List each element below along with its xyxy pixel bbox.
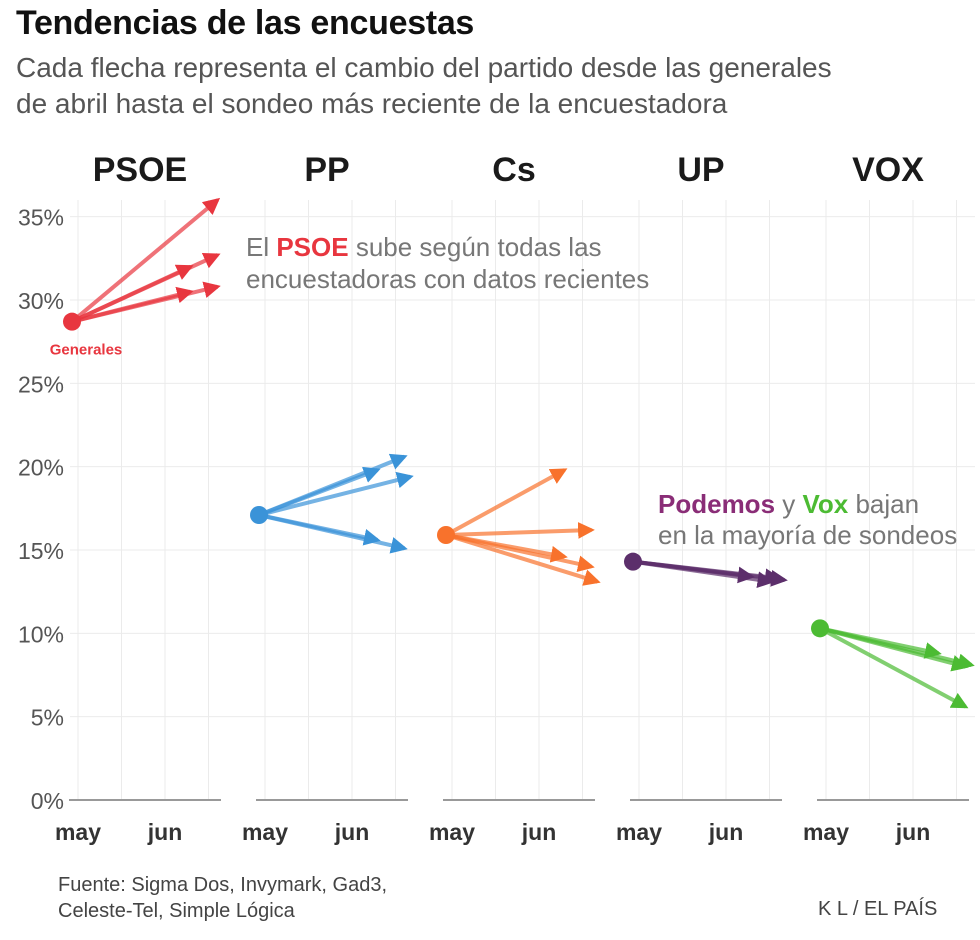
y-tick-label: 0%	[31, 788, 64, 814]
start-label: Generales	[50, 342, 123, 359]
x-tick-label: jun	[147, 819, 183, 845]
poll-arrow	[819, 626, 969, 672]
poll-arrow	[70, 197, 221, 324]
x-tick-label: may	[242, 819, 288, 845]
panel-psoe: PSOE may jun Generales	[50, 151, 221, 845]
annotation-psoe-line-1: El PSOE sube según todas las	[246, 232, 602, 262]
panel-title: Cs	[492, 151, 535, 189]
poll-arrow	[258, 471, 414, 517]
x-tick-label: may	[803, 819, 849, 845]
y-tick-label: 25%	[18, 371, 64, 397]
chart-title: Tendencias de las encuestas	[16, 4, 475, 42]
x-tick-label: may	[55, 819, 101, 845]
election-start-dot	[437, 526, 455, 544]
panel-cs: Cs may jun	[429, 151, 601, 845]
annotation-upvox-line-2: en la mayoría de sondeos	[658, 520, 957, 550]
x-tick-label: jun	[708, 819, 744, 845]
poll-arrow	[445, 533, 601, 586]
y-tick-label: 35%	[18, 205, 64, 231]
annotation-psoe-line-2: encuestadoras con datos recientes	[246, 264, 649, 294]
annotation-text: bajan	[848, 489, 919, 519]
poll-arrow	[445, 468, 568, 537]
source-note: Fuente: Sigma Dos, Invymark, Gad3, Celes…	[58, 872, 387, 924]
annotation-party-psoe: PSOE	[276, 232, 348, 262]
x-tick-label: jun	[334, 819, 370, 845]
poll-arrow	[71, 281, 221, 324]
source-line-2: Celeste-Tel, Simple Lógica	[58, 900, 295, 922]
chart-subtitle: Cada flecha representa el cambio del par…	[16, 50, 966, 122]
election-start-dot	[624, 552, 642, 571]
poll-arrow	[632, 559, 775, 589]
poll-arrow	[819, 626, 969, 709]
source-line-1: Fuente: Sigma Dos, Invymark, Gad3,	[58, 874, 388, 896]
x-tick-label: jun	[895, 819, 931, 845]
annotation-text: sube según todas las	[349, 232, 602, 262]
election-start-dot	[63, 312, 81, 331]
x-tick-label: may	[616, 819, 662, 845]
panel-title: UP	[677, 151, 724, 189]
y-tick-label: 10%	[18, 621, 64, 647]
panel-title: VOX	[852, 151, 924, 189]
poll-arrow	[445, 533, 595, 573]
x-tick-label: may	[429, 819, 475, 845]
panel-title: PSOE	[93, 151, 187, 189]
subtitle-line-2: de abril hasta el sondeo más reciente de…	[16, 88, 728, 119]
panel-title: PP	[304, 151, 349, 189]
subtitle-line-1: Cada flecha representa el cambio del par…	[16, 52, 832, 83]
y-tick-label: 30%	[18, 288, 64, 314]
annotation-party-vox: Vox	[802, 489, 848, 519]
y-tick-label: 20%	[18, 455, 64, 481]
annotation-text: y	[775, 489, 802, 519]
panel-vox: VOX may jun	[803, 151, 975, 845]
annotation-text: El	[246, 232, 276, 262]
election-start-dot	[250, 506, 268, 524]
poll-arrow	[258, 466, 381, 517]
x-tick-label: jun	[521, 819, 557, 845]
annotation-party-podemos: Podemos	[658, 489, 775, 519]
poll-arrow	[71, 252, 221, 324]
panel-pp: PP may jun	[242, 151, 414, 845]
annotation-upvox-line-1: Podemos y Vox bajan	[658, 489, 919, 519]
poll-arrow	[445, 522, 595, 539]
y-tick-label: 15%	[18, 538, 64, 564]
y-tick-label: 5%	[31, 705, 64, 731]
poll-arrow	[258, 513, 408, 554]
panel-up: UP may jun	[616, 151, 788, 845]
election-start-dot	[811, 619, 829, 638]
credit: K L / EL PAÍS	[818, 898, 938, 920]
